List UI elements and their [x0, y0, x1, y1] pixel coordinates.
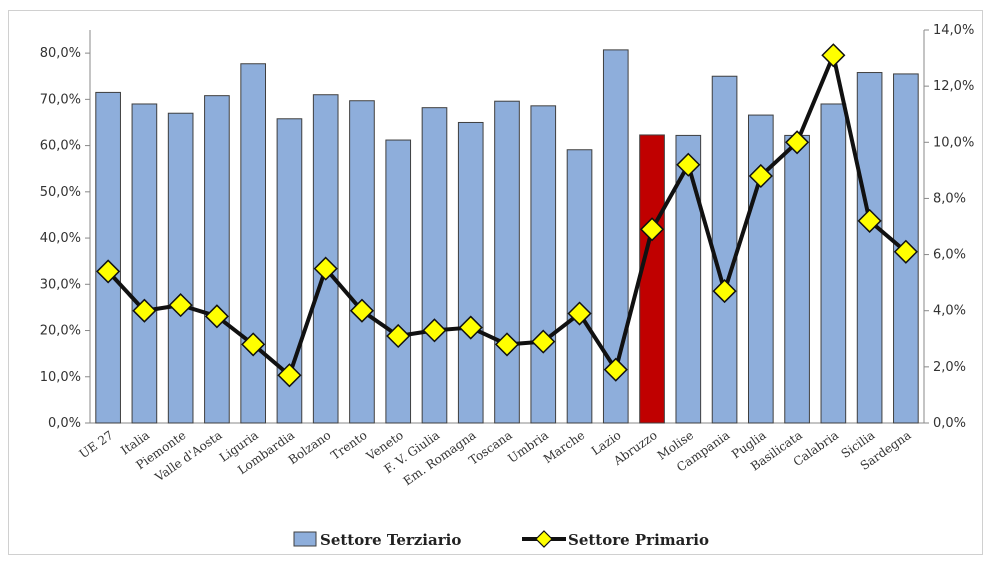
legend-marker-primario [535, 530, 553, 548]
x-category-label: UE 27 [77, 428, 116, 461]
y-right-tick-label: 0,0% [933, 416, 966, 431]
y-left-tick-label: 30,0% [40, 277, 81, 292]
legend-swatch-terziario [293, 531, 317, 547]
y-left-tick-label: 0,0% [48, 416, 81, 431]
marker-primario [96, 259, 121, 284]
bar-terziario [602, 49, 629, 424]
y-right-tick-label: 12,0% [933, 79, 974, 94]
marker-primario [204, 304, 229, 329]
marker-primario [639, 217, 665, 242]
marker-primario [893, 239, 918, 264]
bar-terziario [457, 121, 484, 424]
marker-primario [821, 43, 846, 68]
y-left-tick-label: 80,0% [40, 46, 81, 61]
bar-terziario [204, 95, 230, 424]
marker-primario [277, 363, 302, 388]
legend-label-primario: Settore Primario [568, 531, 709, 549]
marker-primario [349, 298, 375, 323]
bar-terziario [784, 134, 810, 424]
y-left-tick-label: 20,0% [40, 324, 81, 339]
y-left-tick-label: 50,0% [40, 185, 81, 200]
marker-primario [132, 298, 157, 323]
y-right-tick-label: 10,0% [933, 135, 974, 150]
bar-terziario [639, 134, 665, 424]
bar-terziario [349, 100, 375, 424]
bar-terziario [131, 103, 158, 424]
y-right-tick-label: 2,0% [933, 360, 966, 375]
bar-terziario [494, 100, 520, 424]
marker-primario [313, 256, 338, 281]
marker-primario [712, 279, 737, 304]
bar-terziario [747, 114, 774, 424]
marker-primario [748, 163, 773, 189]
bar-terziario [566, 149, 593, 424]
marker-primario [531, 329, 556, 354]
marker-primario [386, 323, 411, 349]
bar-terziario [240, 63, 267, 424]
bar-terziario [385, 139, 412, 424]
bar-terziario [167, 112, 194, 424]
marker-primario [458, 315, 483, 340]
x-category-label: Trento [328, 428, 369, 463]
marker-primario [785, 130, 810, 155]
marker-primario [241, 332, 266, 357]
y-right-tick-label: 14,0% [933, 23, 974, 38]
y-left-tick-label: 40,0% [40, 231, 81, 246]
marker-primario [494, 332, 520, 357]
y-right-tick-label: 6,0% [933, 248, 966, 263]
bar-terziario [530, 105, 557, 424]
y-right-tick-label: 4,0% [933, 304, 966, 319]
x-category-label: Marche [541, 428, 587, 466]
marker-primario [567, 301, 592, 326]
marker-primario [168, 293, 193, 318]
bar-terziario [820, 103, 847, 424]
marker-primario [676, 152, 701, 177]
y-left-tick-label: 60,0% [40, 139, 81, 154]
bar-terziario [711, 75, 738, 424]
marker-primario [422, 318, 447, 343]
y-left-tick-label: 10,0% [40, 370, 81, 385]
marker-primario [603, 357, 628, 382]
bar-terziario [856, 72, 883, 424]
y-left-tick-label: 70,0% [40, 92, 81, 107]
chart-frame [8, 10, 983, 555]
marker-primario [857, 208, 882, 233]
legend-label-terziario: Settore Terziario [320, 531, 461, 549]
y-right-tick-label: 8,0% [933, 191, 966, 206]
bar-terziario [421, 107, 448, 424]
bar-terziario [95, 91, 121, 424]
